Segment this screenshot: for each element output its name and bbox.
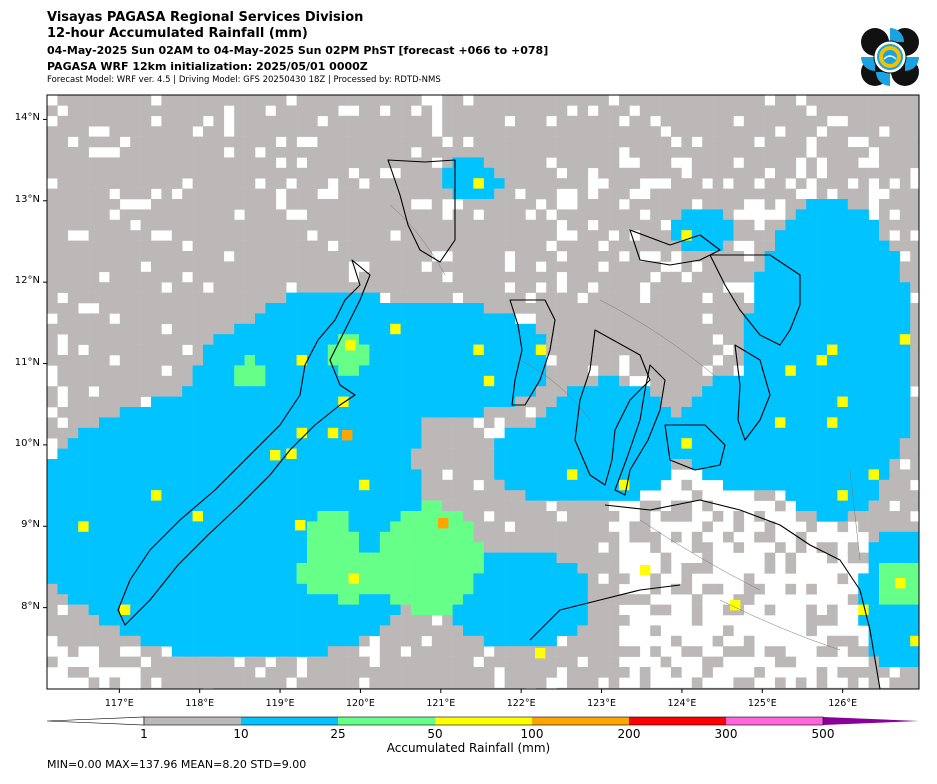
colorbar-segment: [338, 717, 435, 725]
leyte-coast: [734, 344, 771, 441]
lon-label: 122°E: [506, 698, 536, 709]
bohol-coast: [664, 424, 726, 471]
rainfall-cells: [47, 95, 919, 689]
mindoro-coast: [387, 159, 456, 263]
colorbar-tick: 10: [233, 727, 249, 741]
plot-frame: [46, 94, 920, 690]
lat-label: 14°N: [14, 112, 40, 124]
bicol-coast: [629, 229, 721, 266]
title: Visayas PAGASA Regional Services Divisio…: [47, 10, 364, 25]
lon-label: 125°E: [747, 698, 777, 709]
province-borders: [389, 204, 861, 651]
lat-label: 10°N: [14, 437, 40, 449]
initialization-line: PAGASA WRF 12km initialization: 2025/05/…: [47, 60, 368, 73]
subtitle: 12-hour Accumulated Rainfall (mm): [47, 26, 308, 41]
statistics-line: MIN=0.00 MAX=137.96 MEAN=8.20 STD=9.00: [47, 758, 307, 771]
colorbar-segment: [532, 717, 629, 725]
panay-coast: [509, 299, 556, 406]
colorbar-tick: 1: [140, 727, 148, 741]
colorbar-tick: 500: [811, 727, 835, 741]
lon-label: 126°E: [828, 698, 858, 709]
colorbar-tick: 50: [427, 727, 443, 741]
colorbar-segment: [241, 717, 338, 725]
colorbar-tick: 200: [617, 727, 641, 741]
colorbar-segment: [629, 717, 726, 725]
lon-label: 120°E: [345, 698, 375, 709]
palawan-coast: [117, 259, 371, 626]
colorbar-label: Accumulated Rainfall (mm): [386, 741, 551, 755]
lat-label: 11°N: [14, 356, 40, 368]
coastlines: [117, 159, 881, 689]
lat-label: 12°N: [14, 275, 40, 287]
lat-label: 9°N: [21, 519, 40, 531]
model-info: Forecast Model: WRF ver. 4.5 | Driving M…: [47, 75, 441, 85]
pagasa-logo: [861, 28, 919, 86]
lon-label: 123°E: [587, 698, 616, 709]
lon-label: 124°E: [667, 698, 697, 709]
colorbar-tick: 25: [330, 727, 346, 741]
colorbar-segment: [144, 717, 241, 725]
cebu-coast: [614, 364, 666, 496]
lat-label: 8°N: [21, 600, 40, 612]
colorbar-under-extension: [46, 716, 145, 726]
colorbar-tick: 100: [520, 727, 544, 741]
lon-label: 117°E: [104, 698, 134, 709]
mindanao-coast: [529, 499, 881, 689]
colorbar-tick: 300: [714, 727, 738, 741]
colorbar-over-extension: [823, 717, 919, 725]
colorbar-segment: [435, 717, 532, 725]
lon-label: 118°E: [185, 698, 215, 709]
lon-label: 119°E: [265, 698, 295, 709]
lon-label: 121°E: [426, 698, 456, 709]
lat-label: 13°N: [14, 193, 40, 205]
colorbar-segment: [726, 717, 823, 725]
samar-coast: [709, 254, 801, 346]
valid-period: 04-May-2025 Sun 02AM to 04-May-2025 Sun …: [47, 44, 549, 57]
